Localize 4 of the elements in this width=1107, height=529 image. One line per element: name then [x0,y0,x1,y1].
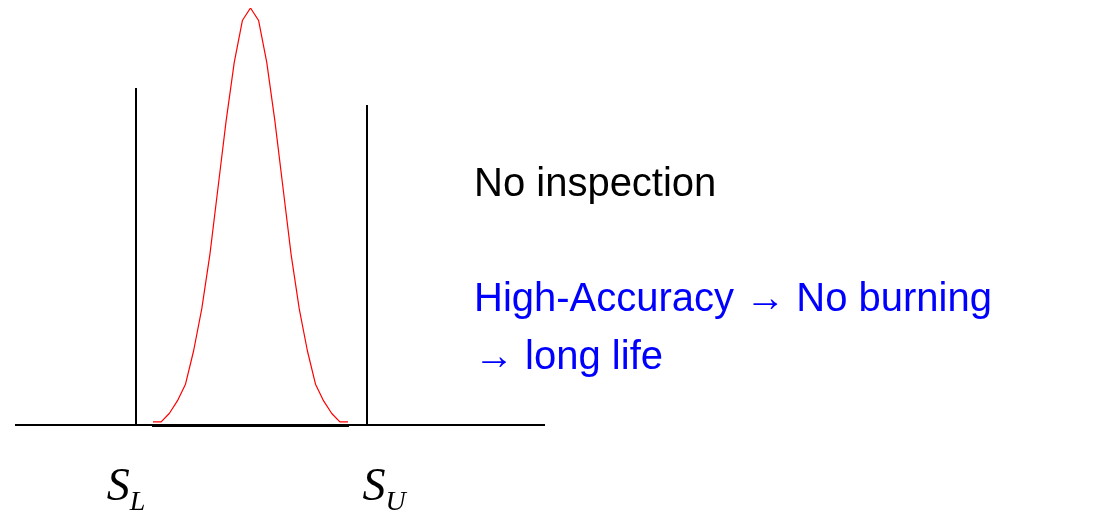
text: S$_{L}$ [106,459,146,518]
text: S$_{U}$ [362,459,406,518]
text: No inspection [474,159,717,206]
text: High-Accuracy → No burning → long life [474,274,993,379]
